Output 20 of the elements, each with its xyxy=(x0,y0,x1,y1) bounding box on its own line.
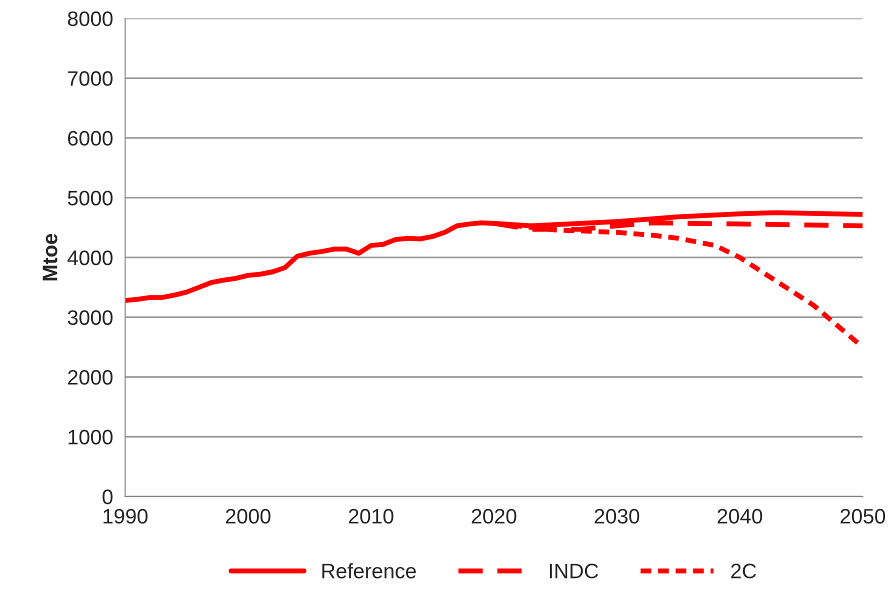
y-tick-label: 3000 xyxy=(68,310,113,325)
legend-label: Reference xyxy=(322,563,416,578)
x-tick-label: 2050 xyxy=(840,508,886,524)
y-tick-label: 2000 xyxy=(68,370,113,385)
y-tick-label: 1000 xyxy=(68,430,113,445)
y-axis-title: Mtoe xyxy=(42,234,58,280)
x-tick-label: 2000 xyxy=(226,508,270,524)
x-tick-label: 2040 xyxy=(718,508,762,524)
y-tick-label: 8000 xyxy=(68,11,113,26)
y-tick-label: 6000 xyxy=(68,130,113,146)
x-tick-label: 1990 xyxy=(104,508,148,524)
x-tick-label: 2010 xyxy=(348,508,394,524)
y-tick-label: 0 xyxy=(102,490,113,504)
y-tick-label: 7000 xyxy=(68,71,113,86)
y-tick-label: 4000 xyxy=(67,250,113,266)
x-tick-label: 2020 xyxy=(472,508,516,524)
x-tick-label: 2030 xyxy=(594,508,640,524)
legend-label: INDC xyxy=(550,564,598,578)
legend-label: 2C xyxy=(731,564,756,578)
y-tick-label: 5000 xyxy=(68,190,113,206)
